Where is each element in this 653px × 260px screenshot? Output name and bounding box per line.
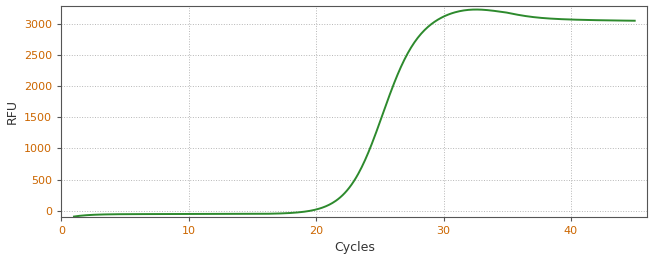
Y-axis label: RFU: RFU [6,99,18,124]
X-axis label: Cycles: Cycles [334,242,375,255]
